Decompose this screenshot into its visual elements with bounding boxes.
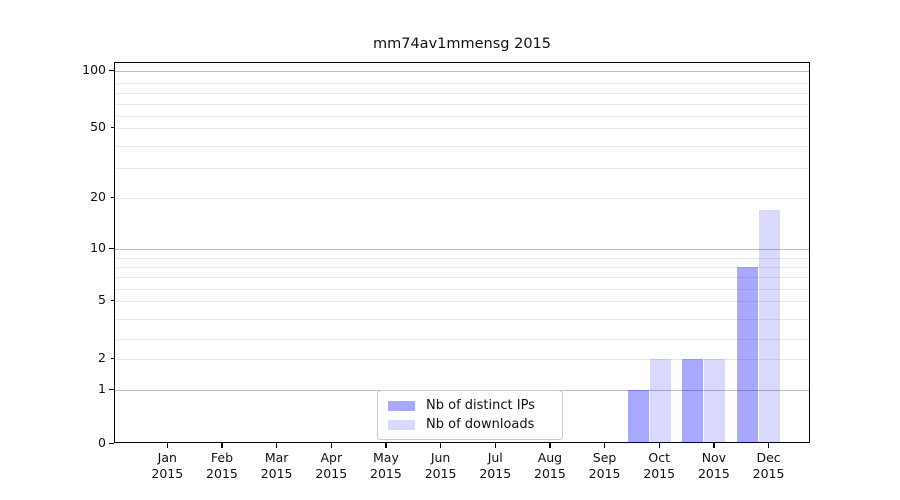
legend-swatch bbox=[388, 419, 415, 430]
plot-area bbox=[114, 62, 810, 443]
gridline-minor bbox=[115, 128, 809, 129]
gridline-minor bbox=[115, 359, 809, 360]
gridline-minor bbox=[115, 104, 809, 105]
x-tick-label: Jan 2015 bbox=[151, 450, 184, 481]
x-tick-mark bbox=[713, 443, 715, 448]
legend: Nb of distinct IPs Nb of downloads bbox=[377, 390, 563, 440]
gridline-minor bbox=[115, 146, 809, 147]
legend-row: Nb of distinct IPs bbox=[386, 396, 554, 415]
x-tick-label: Sep 2015 bbox=[588, 450, 621, 481]
bar-nb-of-distinct-ips bbox=[682, 359, 704, 443]
x-tick-label: Jul 2015 bbox=[479, 450, 512, 481]
legend-swatch bbox=[388, 400, 415, 411]
x-tick-mark bbox=[166, 443, 169, 448]
y-tick-mark bbox=[109, 389, 114, 391]
y-tick-label: 0 bbox=[98, 435, 106, 450]
x-tick-label: Oct 2015 bbox=[643, 450, 676, 481]
y-tick-mark bbox=[109, 443, 114, 445]
x-tick-label: Feb 2015 bbox=[206, 450, 238, 481]
gridline-minor bbox=[115, 277, 809, 278]
x-tick-mark bbox=[221, 443, 223, 448]
legend-label: Nb of downloads bbox=[426, 417, 535, 432]
y-tick-label: 50 bbox=[90, 119, 106, 134]
legend-row: Nb of downloads bbox=[386, 415, 554, 434]
x-tick-mark bbox=[604, 443, 606, 448]
bars-layer bbox=[115, 63, 809, 443]
gridline-minor bbox=[115, 116, 809, 117]
x-tick-mark bbox=[330, 443, 333, 448]
gridline-minor bbox=[115, 301, 809, 302]
x-tick-label: Aug 2015 bbox=[534, 450, 566, 481]
y-tick-mark bbox=[111, 300, 114, 302]
bar-nb-of-distinct-ips bbox=[737, 267, 759, 443]
bar-nb-of-downloads bbox=[704, 359, 726, 443]
y-tick-label: 2 bbox=[98, 350, 106, 365]
x-tick-label: Jun 2015 bbox=[424, 450, 457, 481]
x-tick-label: Mar 2015 bbox=[260, 450, 293, 481]
y-tick-mark bbox=[111, 358, 114, 360]
x-tick-mark bbox=[658, 443, 661, 448]
gridline-minor bbox=[115, 267, 809, 268]
bar-nb-of-distinct-ips bbox=[627, 390, 649, 443]
x-tick-mark bbox=[768, 443, 770, 448]
gridline-minor bbox=[115, 319, 809, 320]
gridline-minor bbox=[115, 93, 809, 94]
y-tick-label: 1 bbox=[98, 381, 106, 396]
legend-label: Nb of distinct IPs bbox=[426, 398, 535, 413]
x-tick-label: Dec 2015 bbox=[752, 450, 785, 481]
x-tick-mark bbox=[549, 443, 551, 448]
gridline-minor bbox=[115, 258, 809, 259]
gridline-minor bbox=[115, 83, 809, 84]
gridline-major bbox=[115, 71, 809, 72]
gridline-minor bbox=[115, 339, 809, 340]
y-tick-mark bbox=[111, 197, 114, 199]
chart-title: mm74av1mmensg 2015 bbox=[372, 36, 552, 52]
gridline-minor bbox=[115, 198, 809, 199]
x-tick-label: May 2015 bbox=[370, 450, 402, 481]
y-tick-label: 10 bbox=[90, 240, 106, 255]
bar-nb-of-downloads bbox=[649, 359, 671, 443]
y-tick-mark bbox=[111, 127, 114, 129]
x-tick-label: Nov 2015 bbox=[697, 450, 730, 481]
y-tick-mark bbox=[109, 248, 114, 250]
x-tick-mark bbox=[494, 443, 497, 448]
y-tick-label: 5 bbox=[98, 292, 106, 307]
y-tick-label: 100 bbox=[82, 62, 106, 77]
x-tick-label: Apr 2015 bbox=[315, 450, 348, 481]
gridline-minor bbox=[115, 289, 809, 290]
x-tick-mark bbox=[440, 443, 442, 448]
bar-nb-of-downloads bbox=[759, 209, 781, 443]
y-tick-mark bbox=[109, 70, 114, 72]
gridline-major bbox=[115, 249, 809, 250]
y-tick-label: 20 bbox=[90, 189, 106, 204]
gridline-minor bbox=[115, 168, 809, 169]
x-tick-mark bbox=[276, 443, 278, 448]
x-tick-mark bbox=[385, 443, 387, 448]
